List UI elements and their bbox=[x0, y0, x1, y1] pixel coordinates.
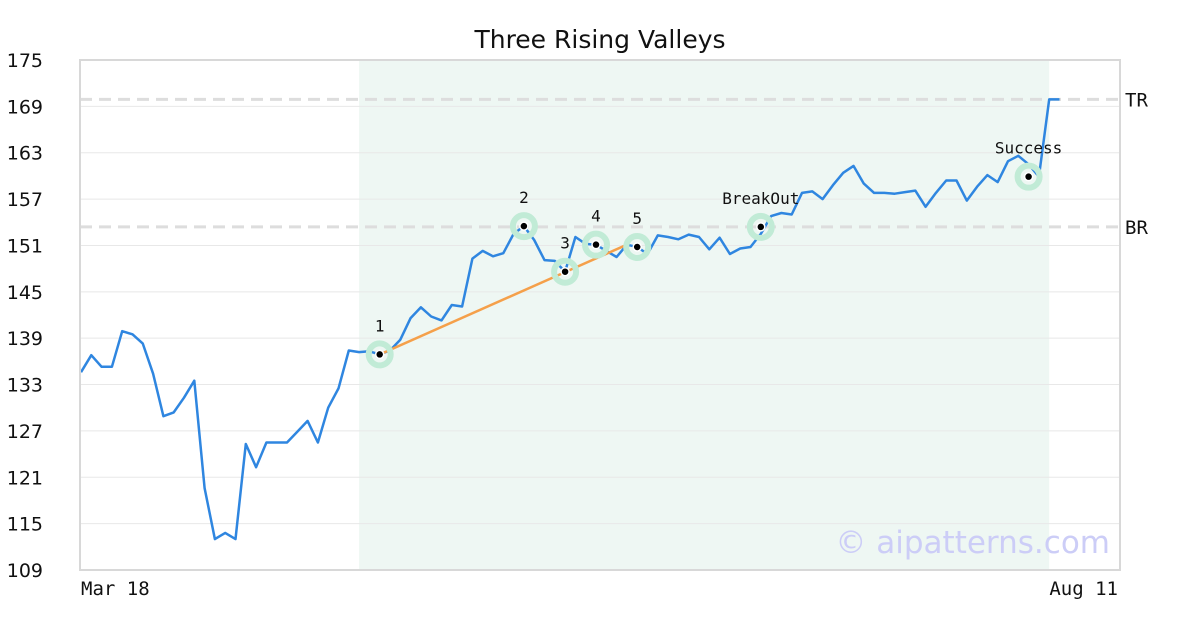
resistance-levels: TR BR bbox=[80, 89, 1148, 239]
point-marker-3 bbox=[560, 266, 570, 277]
x-tick-label-end: Aug 11 bbox=[1049, 578, 1118, 600]
point-label-1: 1 bbox=[375, 316, 385, 335]
point-label-5: 5 bbox=[632, 209, 642, 228]
y-tick-label: 151 bbox=[7, 235, 43, 257]
pattern-points: 1 2 3 4 5 BreakOut Success bbox=[365, 139, 1062, 369]
point-marker-1 bbox=[374, 349, 385, 360]
point-halo-5 bbox=[623, 233, 652, 261]
pattern-highlight-region bbox=[359, 60, 1050, 570]
y-tick-label: 139 bbox=[7, 328, 43, 350]
point-halo-breakout bbox=[746, 212, 775, 241]
y-tick-label: 115 bbox=[7, 514, 43, 536]
point-label-success: Success bbox=[995, 139, 1062, 158]
point-label-4: 4 bbox=[591, 207, 601, 226]
y-axis-ticks: 109 115 121 127 133 139 145 151 157 163 169 175 bbox=[7, 50, 43, 582]
y-tick-label: 109 bbox=[7, 560, 43, 582]
chart-title: Three Rising Valleys bbox=[473, 25, 725, 54]
point-halo-1 bbox=[365, 340, 394, 369]
y-tick-label: 157 bbox=[7, 189, 43, 211]
watermark: © aipatterns.com bbox=[835, 525, 1110, 561]
y-tick-label: 121 bbox=[7, 467, 43, 489]
x-tick-label-start: Mar 18 bbox=[81, 578, 150, 600]
point-label-3: 3 bbox=[560, 234, 570, 253]
point-marker-2 bbox=[519, 221, 529, 231]
y-tick-label: 145 bbox=[7, 282, 43, 304]
trendline bbox=[379, 243, 628, 356]
point-marker-5 bbox=[632, 242, 642, 252]
level-label-br: BR bbox=[1125, 217, 1148, 239]
y-tick-label: 175 bbox=[7, 50, 43, 72]
y-tick-label: 169 bbox=[7, 96, 43, 118]
point-halo-success bbox=[1014, 162, 1043, 191]
gridlines bbox=[80, 105, 1120, 525]
point-marker-breakout bbox=[756, 222, 766, 232]
point-halo-3 bbox=[551, 257, 580, 286]
level-label-tr: TR bbox=[1125, 89, 1148, 111]
plot-frame bbox=[79, 59, 1121, 571]
y-tick-label: 127 bbox=[7, 421, 43, 443]
point-marker-success bbox=[1023, 171, 1034, 182]
point-label-2: 2 bbox=[519, 188, 529, 207]
point-halo-4 bbox=[582, 230, 610, 259]
y-tick-label: 133 bbox=[7, 375, 43, 397]
point-halo-2 bbox=[509, 212, 538, 241]
point-label-breakout: BreakOut bbox=[722, 189, 799, 208]
point-marker-4 bbox=[591, 239, 601, 250]
y-tick-label: 163 bbox=[7, 143, 43, 165]
price-line bbox=[79, 98, 1060, 541]
